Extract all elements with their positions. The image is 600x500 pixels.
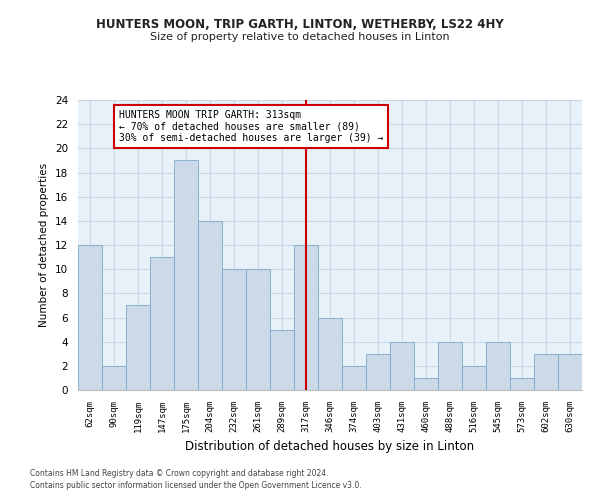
Bar	[462, 366, 486, 390]
Bar	[78, 245, 102, 390]
Bar	[366, 354, 390, 390]
Bar	[390, 342, 414, 390]
Bar	[126, 306, 150, 390]
Bar	[438, 342, 462, 390]
Bar	[318, 318, 342, 390]
Bar	[414, 378, 438, 390]
Bar	[294, 245, 318, 390]
X-axis label: Distribution of detached houses by size in Linton: Distribution of detached houses by size …	[185, 440, 475, 454]
Bar	[246, 269, 270, 390]
Bar	[558, 354, 582, 390]
Bar	[510, 378, 534, 390]
Text: Contains public sector information licensed under the Open Government Licence v3: Contains public sector information licen…	[30, 481, 362, 490]
Text: HUNTERS MOON TRIP GARTH: 313sqm
← 70% of detached houses are smaller (89)
30% of: HUNTERS MOON TRIP GARTH: 313sqm ← 70% of…	[119, 110, 383, 143]
Text: Contains HM Land Registry data © Crown copyright and database right 2024.: Contains HM Land Registry data © Crown c…	[30, 468, 329, 477]
Bar	[534, 354, 558, 390]
Bar	[198, 221, 222, 390]
Bar	[102, 366, 126, 390]
Text: HUNTERS MOON, TRIP GARTH, LINTON, WETHERBY, LS22 4HY: HUNTERS MOON, TRIP GARTH, LINTON, WETHER…	[96, 18, 504, 30]
Bar	[270, 330, 294, 390]
Bar	[222, 269, 246, 390]
Bar	[174, 160, 198, 390]
Bar	[342, 366, 366, 390]
Bar	[486, 342, 510, 390]
Text: Size of property relative to detached houses in Linton: Size of property relative to detached ho…	[150, 32, 450, 42]
Y-axis label: Number of detached properties: Number of detached properties	[40, 163, 49, 327]
Bar	[150, 257, 174, 390]
